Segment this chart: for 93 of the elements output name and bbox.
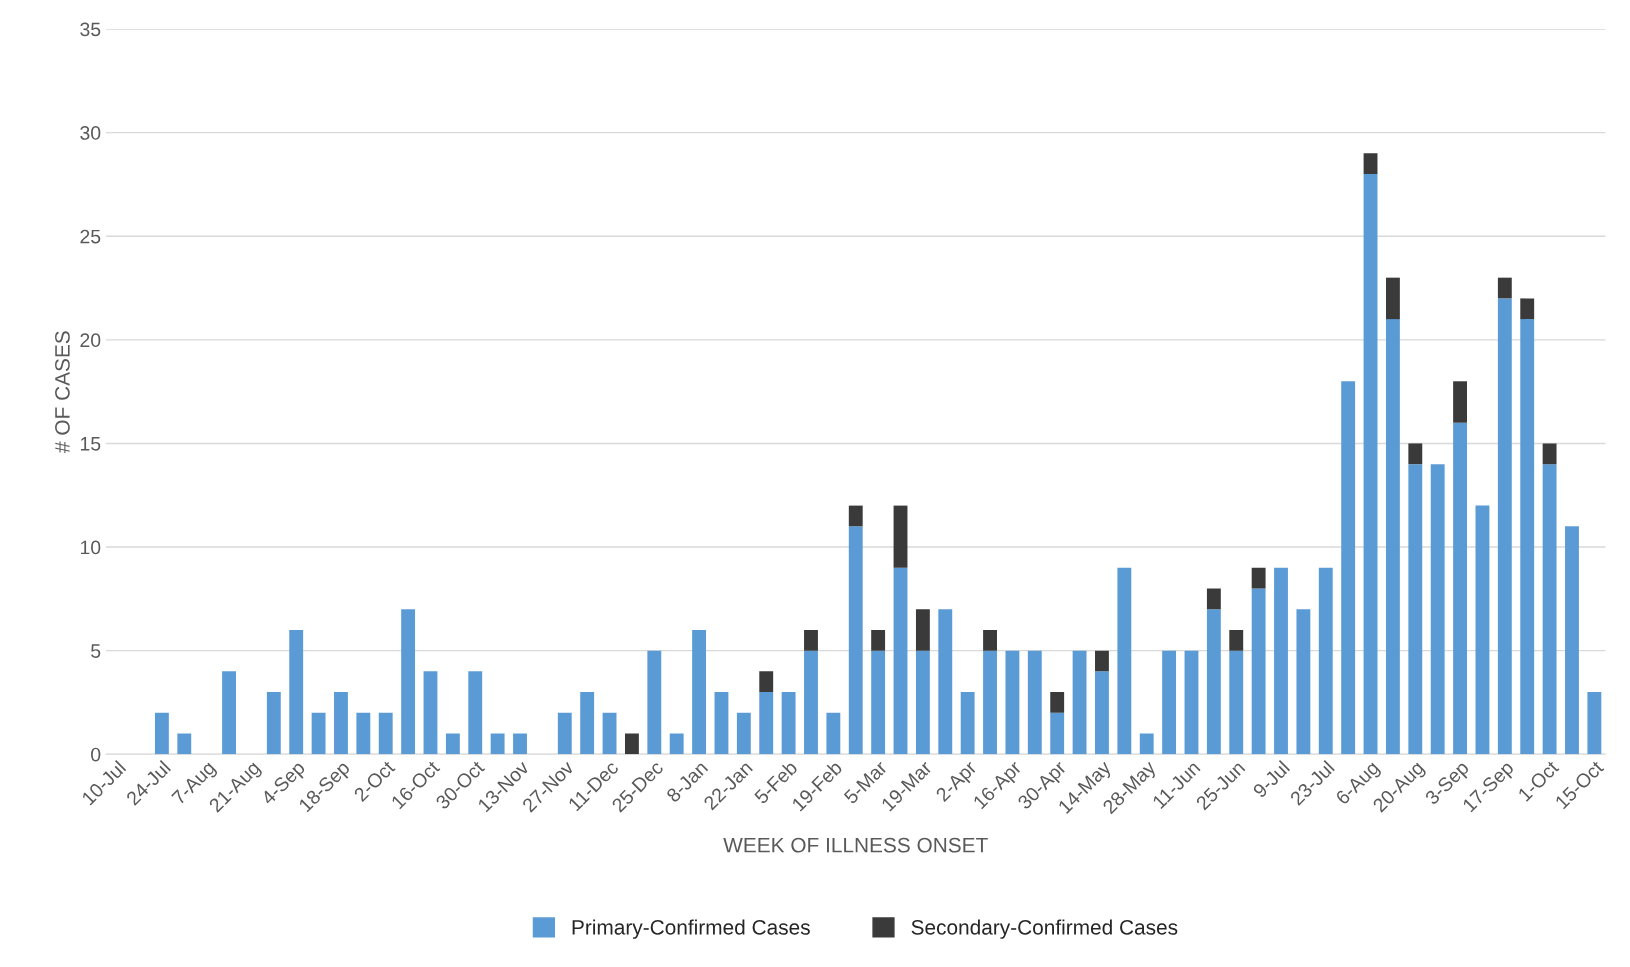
bar <box>1497 277 1512 299</box>
bar <box>1497 298 1512 755</box>
bar <box>557 712 572 755</box>
y-axis-title: # OF CASES <box>55 331 70 453</box>
bar <box>1050 712 1065 755</box>
bar <box>1095 650 1109 672</box>
bar <box>1453 422 1467 755</box>
bar <box>378 712 393 755</box>
bar <box>356 712 371 755</box>
bar <box>871 629 886 651</box>
bar <box>1229 650 1244 755</box>
y-tick-label: 30 <box>80 126 101 140</box>
bar <box>1296 609 1311 755</box>
bar <box>759 692 774 755</box>
bar <box>1475 505 1490 755</box>
bar <box>804 650 818 755</box>
bar <box>1430 464 1445 755</box>
bar <box>826 712 841 755</box>
bar <box>1408 443 1423 465</box>
y-tick-label: 5 <box>91 644 101 658</box>
bar <box>1184 650 1199 755</box>
bar <box>334 692 348 755</box>
bar <box>1274 567 1288 755</box>
bar <box>580 692 595 755</box>
y-tick-label: 35 <box>80 22 101 37</box>
bar <box>602 712 617 755</box>
bar <box>938 609 953 755</box>
y-tick-label: 25 <box>80 229 101 244</box>
bar <box>1162 650 1177 755</box>
y-tick-label: 0 <box>91 747 101 762</box>
bar <box>781 692 796 755</box>
bar <box>714 692 729 755</box>
bar <box>1520 298 1535 320</box>
bar <box>983 650 997 755</box>
bar <box>1005 650 1020 755</box>
bar <box>1095 671 1109 755</box>
bar <box>1206 588 1221 610</box>
bar <box>1050 692 1065 713</box>
bar <box>1565 526 1579 755</box>
bar <box>490 733 505 755</box>
legend-label: Primary-Confirmed Cases <box>572 919 810 939</box>
bar <box>1385 277 1400 320</box>
bar <box>1587 692 1602 755</box>
bar <box>915 609 930 651</box>
y-tick-label: 10 <box>80 540 101 555</box>
bar <box>1363 174 1378 755</box>
bar <box>983 629 997 651</box>
bar <box>154 712 169 755</box>
y-tick-label: 15 <box>80 437 101 451</box>
bar <box>401 609 416 755</box>
bar <box>468 671 483 755</box>
bar <box>871 650 886 755</box>
bar <box>1251 567 1266 589</box>
legend-label: Secondary-Confirmed Cases <box>911 919 1178 939</box>
bar <box>1363 153 1378 175</box>
bar <box>848 526 863 755</box>
bar <box>960 692 975 755</box>
bar <box>624 733 639 755</box>
bar <box>1520 319 1535 755</box>
bar <box>1229 629 1244 651</box>
y-tick-label: 20 <box>80 333 101 348</box>
bar <box>266 692 281 755</box>
bar <box>893 505 908 568</box>
bar <box>445 733 460 755</box>
bar <box>736 712 751 755</box>
bar <box>423 671 438 755</box>
bar <box>1542 464 1557 755</box>
bar <box>669 733 684 755</box>
x-axis-title: WEEK OF ILLNESS ONSET <box>723 837 988 853</box>
bar <box>1072 650 1087 755</box>
bar <box>222 671 236 755</box>
bar <box>1027 650 1042 755</box>
bar <box>1385 319 1400 755</box>
bar <box>311 712 326 755</box>
bar <box>647 650 662 755</box>
bar <box>848 505 863 527</box>
bar <box>893 567 908 755</box>
bar <box>513 733 527 755</box>
bar <box>1408 464 1423 755</box>
bar <box>1251 588 1266 755</box>
bar <box>289 629 304 755</box>
bar <box>915 650 930 755</box>
bar <box>1318 567 1333 755</box>
bar <box>1542 443 1557 465</box>
bar <box>1341 381 1356 755</box>
bar <box>1453 381 1467 423</box>
bar <box>804 629 818 651</box>
bar <box>177 733 192 755</box>
bar <box>1206 609 1221 755</box>
bar <box>692 629 707 755</box>
bar <box>1117 567 1132 755</box>
bar <box>759 671 774 693</box>
bar <box>1139 733 1154 755</box>
